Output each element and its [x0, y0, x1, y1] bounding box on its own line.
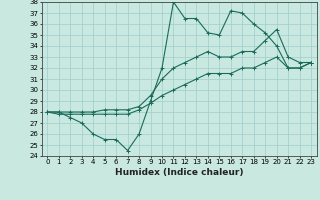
X-axis label: Humidex (Indice chaleur): Humidex (Indice chaleur)	[115, 168, 244, 177]
